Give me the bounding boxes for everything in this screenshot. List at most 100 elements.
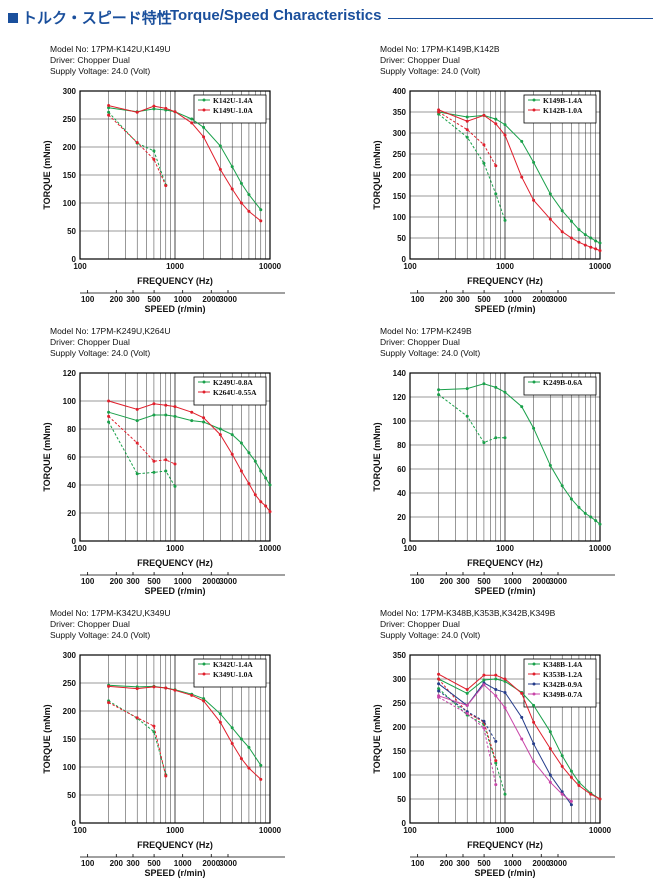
data-point — [482, 719, 486, 723]
speed-tick-label: 100 — [411, 577, 425, 586]
data-point — [532, 426, 536, 430]
speed-axis-label: SPEED (r/min) — [474, 868, 535, 878]
x-tick-label: 100 — [403, 544, 417, 553]
data-point — [164, 686, 168, 690]
y-tick-label: 100 — [63, 199, 77, 208]
data-point — [560, 209, 564, 213]
data-point — [152, 104, 156, 108]
data-point — [494, 783, 498, 787]
data-point — [560, 484, 564, 488]
y-tick-label: 20 — [67, 509, 76, 518]
data-point — [503, 133, 507, 137]
data-point — [107, 701, 111, 705]
y-tick-label: 0 — [72, 819, 77, 828]
data-point — [560, 754, 564, 758]
speed-tick-label: 2000 — [532, 577, 550, 586]
data-point — [482, 678, 486, 682]
data-point — [107, 410, 111, 414]
data-point — [239, 181, 243, 185]
y-tick-label: 0 — [72, 537, 77, 546]
data-point — [164, 106, 168, 110]
speed-tick-label: 300 — [456, 295, 470, 304]
pull-in-torque-line — [438, 696, 497, 785]
speed-tick-label: 3000 — [549, 577, 567, 586]
speed-axis-label: SPEED (r/min) — [144, 304, 205, 314]
y-tick-label: 200 — [393, 171, 407, 180]
plot-frame — [79, 372, 271, 542]
data-point — [520, 175, 524, 179]
data-point — [532, 720, 536, 724]
data-point — [247, 451, 251, 455]
x-tick-label: 10000 — [259, 826, 282, 835]
x-tick-label: 100 — [403, 826, 417, 835]
plot-frame — [409, 90, 601, 260]
torque-speed-chart: 0 50 100 150 200 250 300 100 1000 10000 TORQUE (mN… — [42, 651, 285, 878]
data-point — [247, 193, 251, 197]
legend-marker — [202, 662, 206, 666]
x-tick-label: 10000 — [259, 262, 282, 271]
data-point — [465, 691, 469, 695]
y-tick-label: 120 — [63, 369, 77, 378]
data-point — [202, 125, 206, 129]
data-point — [239, 469, 243, 473]
legend-label: K348B-1.4A — [543, 660, 583, 669]
y-tick-label: 150 — [63, 735, 77, 744]
legend-marker — [532, 98, 536, 102]
series-K349U-1.0A — [107, 684, 263, 781]
series-K149U-1.0A — [107, 104, 263, 223]
speed-tick-label: 2000 — [202, 859, 220, 868]
y-tick-label: 350 — [393, 108, 407, 117]
data-point — [532, 760, 536, 764]
y-tick-label: 50 — [397, 234, 406, 243]
data-point — [230, 452, 234, 456]
data-point — [437, 677, 441, 681]
y-tick-label: 60 — [67, 453, 76, 462]
legend-label: K149B-1.4A — [543, 96, 583, 105]
pull-in-torque-line — [438, 111, 497, 167]
x-tick-label: 10000 — [589, 826, 612, 835]
data-point — [135, 441, 139, 445]
data-point — [532, 703, 536, 707]
data-point — [107, 684, 111, 688]
legend-marker — [202, 108, 206, 112]
data-point — [107, 420, 111, 424]
torque-speed-chart: 0 50 100 150 200 250 300 350 400 100 1000 10000 TORQ… — [372, 87, 615, 314]
data-point — [589, 515, 593, 519]
chart-model: Model No: 17PM-K342U,K349U — [50, 608, 171, 618]
chart-driver: Driver: Chopper Dual — [380, 619, 460, 629]
y-tick-label: 40 — [67, 481, 76, 490]
chart-driver: Driver: Chopper Dual — [380, 337, 460, 347]
chart-model: Model No: 17PM-K149B,K142B — [380, 44, 500, 54]
data-point — [594, 239, 598, 243]
speed-tick-label: 200 — [110, 577, 124, 586]
data-point — [583, 233, 587, 237]
x-tick-label: 10000 — [589, 262, 612, 271]
grid — [410, 372, 600, 542]
data-point — [218, 144, 222, 148]
y-axis-label: TORQUE (mNm) — [372, 140, 382, 209]
data-point — [259, 500, 263, 504]
data-point — [598, 522, 602, 526]
pull-in-torque-line — [108, 421, 176, 487]
legend-box — [523, 658, 597, 708]
data-point — [437, 689, 441, 693]
y-tick-label: 0 — [402, 537, 407, 546]
data-point — [598, 797, 602, 801]
y-tick-label: 100 — [393, 417, 407, 426]
y-tick-label: 300 — [393, 129, 407, 138]
data-point — [583, 511, 587, 515]
speed-tick-label: 500 — [147, 295, 161, 304]
data-point — [247, 209, 251, 213]
data-point — [259, 777, 263, 781]
data-point — [173, 414, 177, 418]
torque-speed-chart: 0 20 40 60 80 100 120 100 1000 10000 TORQUE (mNm) F… — [42, 369, 285, 596]
data-point — [494, 164, 498, 168]
torque-speed-chart: 0 50 100 150 200 250 300 350 100 1000 10000 TORQUE … — [372, 651, 615, 878]
pull-in-torque-line — [438, 113, 506, 221]
data-point — [152, 413, 156, 417]
data-point — [190, 121, 194, 125]
chart-info: Model No: 17PM-K249B Driver: Chopper Dual… — [380, 326, 480, 359]
y-tick-label: 50 — [67, 791, 76, 800]
data-point — [548, 217, 552, 221]
